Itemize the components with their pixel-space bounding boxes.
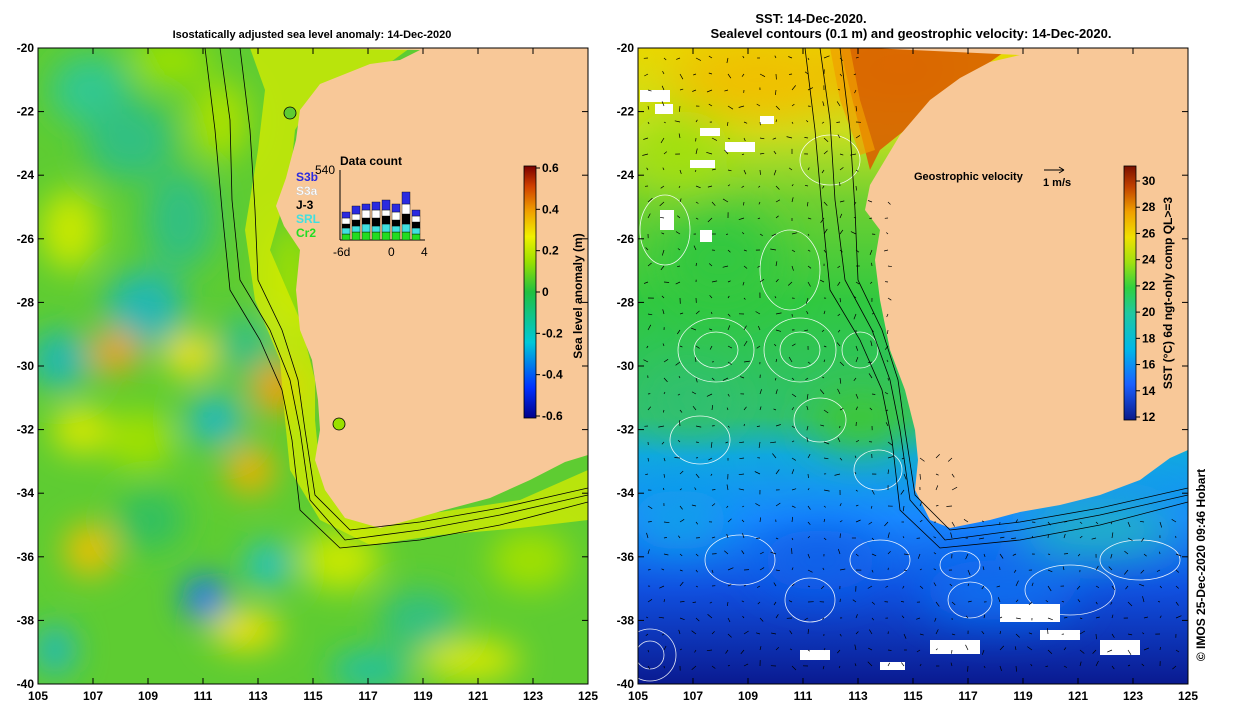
x-tick-label: 109 (138, 689, 158, 703)
y-tick-label: -28 (17, 295, 35, 309)
y-tick-label: -20 (617, 41, 635, 55)
colorbar-tick-label: 20 (1142, 305, 1156, 319)
y-tick-label: -26 (617, 232, 635, 246)
x-tick-label: 117 (958, 689, 978, 703)
x-tick-label: 109 (738, 689, 758, 703)
y-tick-label: -32 (17, 423, 35, 437)
x-tick-label: 123 (523, 689, 543, 703)
colorbar-tick-label: 30 (1142, 174, 1156, 188)
y-tick-label: -38 (17, 613, 35, 627)
colorbar-tick-label: 0 (542, 285, 549, 299)
y-tick-label: -34 (17, 486, 35, 500)
x-tick-label: 125 (1178, 689, 1198, 703)
colorbar-tick-label: -0.2 (542, 326, 563, 340)
right-panel-title-line1: SST: 14-Dec-2020. (755, 11, 866, 26)
x-tick-label: 113 (848, 689, 868, 703)
y-tick-label: -40 (617, 677, 635, 691)
inset-legend-item: SRL (296, 212, 320, 226)
sla-field (30, 35, 588, 690)
x-tick-label: 121 (1068, 689, 1088, 703)
colorbar-tick-label: 0.4 (542, 202, 559, 216)
x-tick-label: 119 (413, 689, 433, 703)
sst-colorbar-label: SST (°C) 6d ngt-only comp QL>=3 (1161, 197, 1175, 389)
y-tick-label: -22 (17, 105, 35, 119)
x-tick-label: 105 (628, 689, 648, 703)
x-tick-label: 107 (683, 689, 703, 703)
y-tick-label: -30 (17, 359, 35, 373)
left-panel-title: Isostatically adjusted sea level anomaly… (173, 29, 452, 41)
x-tick-label: 111 (194, 689, 213, 703)
y-tick-label: -28 (617, 295, 635, 309)
colorbar-tick-label: 16 (1142, 358, 1156, 372)
colorbar-tick-label: -0.6 (542, 409, 563, 423)
y-tick-label: -24 (17, 168, 35, 182)
right-map-panel: SST: 14-Dec-2020. Sealevel contours (0.1… (617, 11, 1199, 703)
x-tick-label: 117 (358, 689, 378, 703)
x-tick-label: 111 (794, 689, 813, 703)
colorbar-tick-label: 14 (1142, 384, 1156, 398)
x-tick-label: 113 (248, 689, 268, 703)
right-panel-title-line2: Sealevel contours (0.1 m) and geostrophi… (711, 26, 1112, 41)
colorbar-tick-label: 18 (1142, 331, 1156, 345)
x-tick-label: 121 (468, 689, 488, 703)
inset-xtick: 4 (421, 245, 428, 259)
y-tick-label: -26 (17, 232, 35, 246)
sst-field (624, 40, 1188, 684)
y-tick-label: -30 (617, 359, 635, 373)
y-tick-label: -20 (17, 41, 35, 55)
inset-legend-item: J-3 (296, 198, 314, 212)
x-tick-label: 115 (903, 689, 923, 703)
y-tick-label: -32 (617, 423, 635, 437)
x-tick-label: 119 (1013, 689, 1033, 703)
y-tick-label: -34 (617, 486, 635, 500)
tide-gauge-marker (333, 418, 345, 430)
x-tick-label: 105 (28, 689, 48, 703)
inset-xtick: 0 (388, 245, 395, 259)
y-tick-label: -22 (617, 105, 635, 119)
colorbar-tick-label: 28 (1142, 200, 1156, 214)
colorbar-tick-label: 0.2 (542, 244, 559, 258)
credit-text: © IMOS 25-Dec-2020 09:46 Hobart (1194, 469, 1208, 661)
y-tick-label: -36 (17, 550, 35, 564)
velocity-key-scale: 1 m/s (1043, 177, 1071, 189)
velocity-key-label: Geostrophic velocity (914, 171, 1024, 183)
sla-colorbar-label: Sea level anomaly (m) (571, 233, 585, 358)
y-tick-label: -24 (617, 168, 635, 182)
left-map-panel: Isostatically adjusted sea level anomaly… (17, 29, 599, 703)
colorbar-tick-label: 22 (1142, 279, 1156, 293)
x-tick-label: 123 (1123, 689, 1143, 703)
x-tick-label: 107 (83, 689, 103, 703)
colorbar-tick-label: 0.6 (542, 161, 559, 175)
colorbar-tick-label: 12 (1142, 410, 1156, 424)
inset-max-label: 540 (315, 163, 335, 177)
colorbar-tick-label: -0.4 (542, 368, 563, 382)
y-tick-label: -40 (17, 677, 35, 691)
inset-legend-item: Cr2 (296, 226, 316, 240)
colorbar-tick-label: 26 (1142, 226, 1156, 240)
inset-title: Data count (340, 154, 402, 168)
x-tick-label: 115 (303, 689, 323, 703)
inset-xtick: -6d (333, 245, 350, 259)
y-tick-label: -38 (617, 613, 635, 627)
colorbar-tick-label: 24 (1142, 253, 1156, 267)
inset-legend-item: S3b (296, 170, 318, 184)
tide-gauge-marker (284, 107, 296, 119)
y-tick-label: -36 (617, 550, 635, 564)
inset-legend-item: S3a (296, 184, 318, 198)
x-tick-label: 125 (578, 689, 598, 703)
